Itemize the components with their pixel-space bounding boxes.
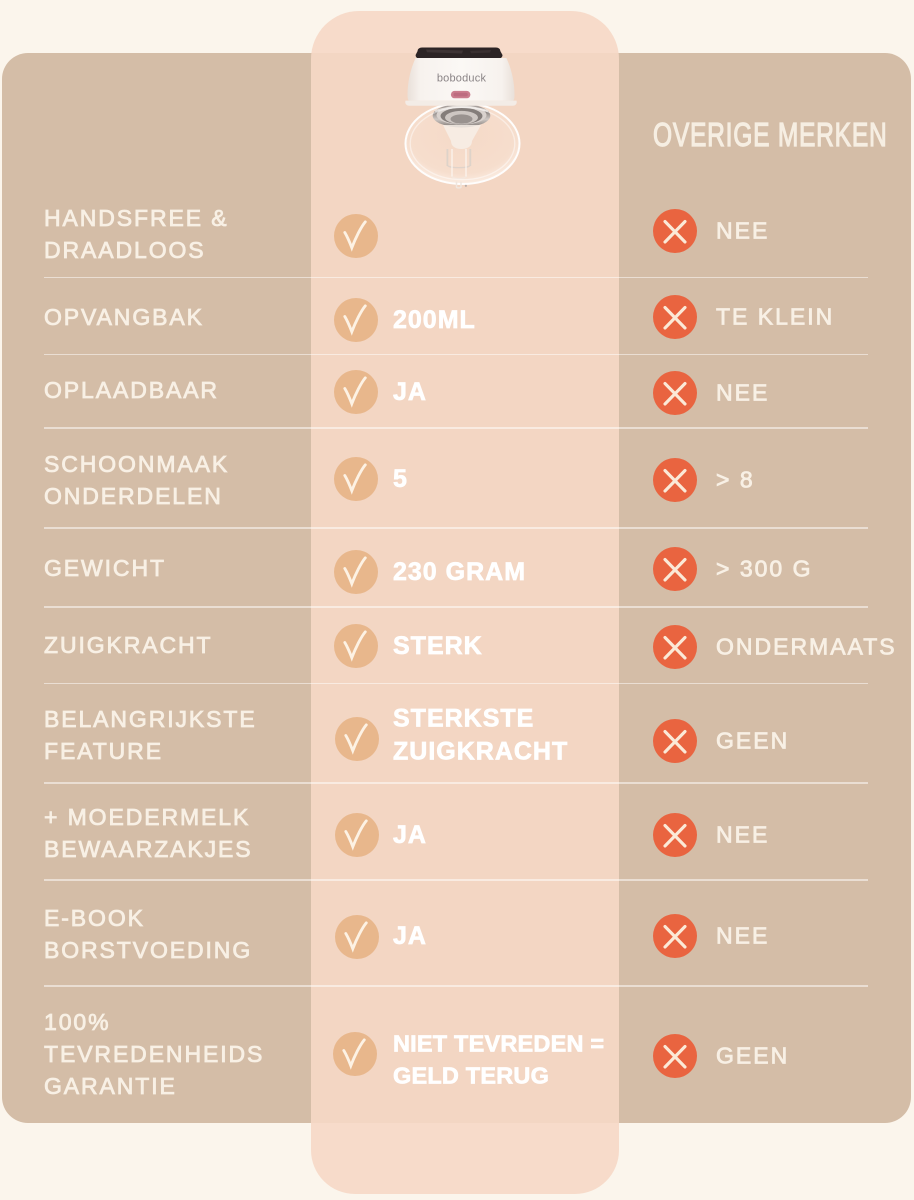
svg-text:boboduck: boboduck xyxy=(437,73,487,85)
